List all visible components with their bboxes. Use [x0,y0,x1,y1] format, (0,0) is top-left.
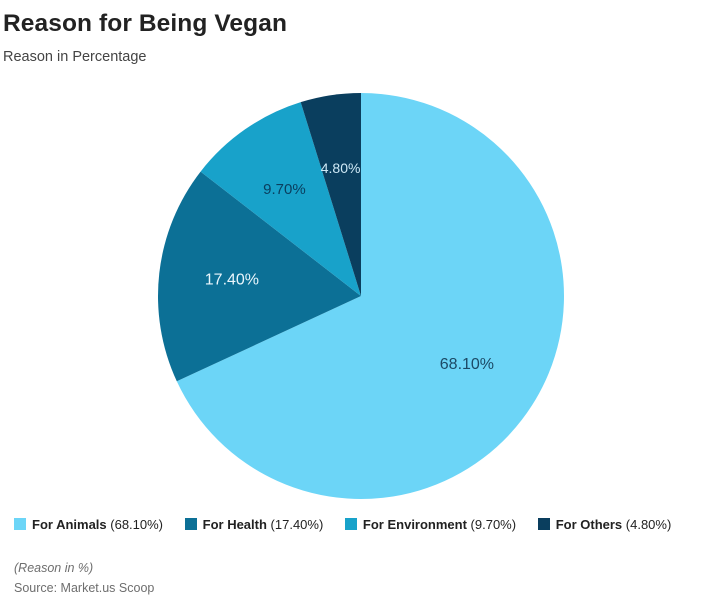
svg-text:68.10%: 68.10% [440,356,494,373]
svg-text:9.70%: 9.70% [263,181,306,198]
svg-text:17.40%: 17.40% [205,272,259,289]
svg-text:4.80%: 4.80% [321,160,361,176]
